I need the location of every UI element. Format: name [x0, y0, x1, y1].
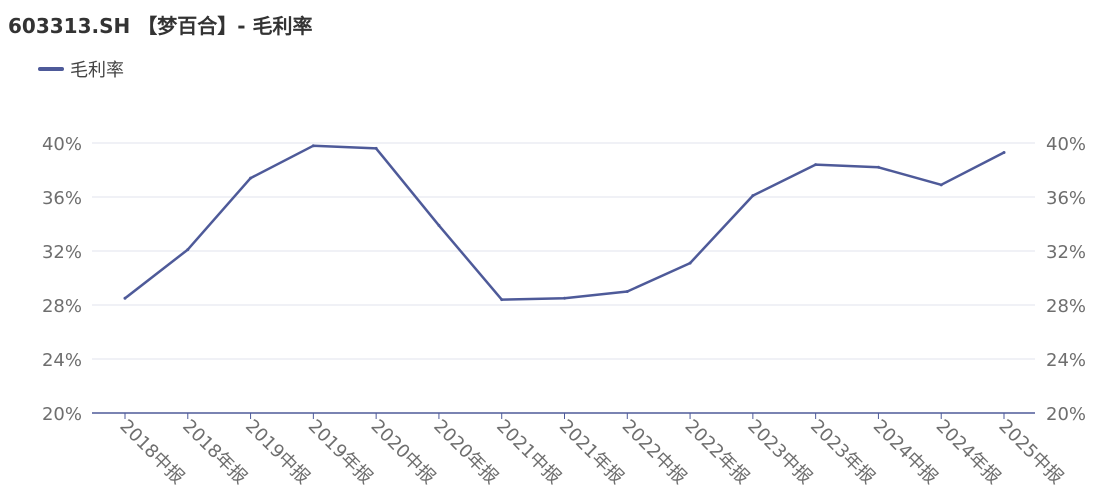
data-point[interactable]: [688, 261, 692, 265]
y-tick-label-right: 40%: [1046, 134, 1086, 155]
y-tick-label-left: 40%: [42, 134, 82, 155]
series-group: [123, 144, 1006, 302]
data-point[interactable]: [939, 183, 943, 187]
x-tick-label: 2024年报: [932, 416, 1005, 489]
legend-swatch: [38, 67, 64, 71]
y-tick-label-right: 20%: [1046, 404, 1086, 425]
data-point[interactable]: [311, 144, 315, 148]
data-point[interactable]: [563, 296, 566, 300]
x-tick-label: 2018年报: [178, 416, 251, 489]
data-point[interactable]: [625, 290, 629, 293]
x-tick-label: 2022年报: [681, 416, 754, 489]
y-tick-label-right: 28%: [1046, 296, 1086, 317]
data-point[interactable]: [374, 146, 378, 150]
data-point[interactable]: [186, 248, 190, 252]
x-tick-label: 2025中报: [994, 416, 1067, 489]
chart-title: 603313.SH 【梦百合】- 毛利率: [8, 14, 313, 38]
data-point[interactable]: [876, 165, 880, 169]
y-tick-label-left: 32%: [42, 242, 82, 263]
series-line[interactable]: [123, 144, 1006, 301]
y-tick-label-left: 28%: [42, 296, 82, 317]
x-tick-label: 2022中报: [618, 416, 691, 489]
data-point[interactable]: [500, 298, 504, 302]
x-tick-label: 2019中报: [241, 416, 314, 489]
y-tick-label-left: 36%: [42, 188, 82, 209]
y-tick-label-right: 36%: [1046, 188, 1086, 209]
left-y-axis: 20% 24% 28% 32% 36% 40%: [42, 134, 82, 425]
data-point[interactable]: [123, 296, 127, 300]
x-tick-label: 2019年报: [304, 416, 377, 489]
x-tick-label: 2023年报: [806, 416, 879, 489]
x-tick-label: 2024中报: [869, 416, 942, 489]
x-tick-label: 2021年报: [555, 416, 628, 489]
x-tick-label: 2018中报: [115, 416, 188, 489]
x-tick-label: 2020中报: [367, 416, 440, 489]
y-tick-label-left: 20%: [42, 404, 82, 425]
legend[interactable]: 毛利率: [38, 56, 124, 82]
right-y-axis: 20% 24% 28% 32% 36% 40%: [1046, 134, 1086, 425]
data-point[interactable]: [249, 176, 253, 180]
data-point[interactable]: [1002, 150, 1006, 154]
x-tick-label: 2021中报: [492, 416, 565, 489]
x-axis: 2018中报2018年报2019中报2019年报2020中报2020年报2021…: [92, 412, 1067, 489]
data-point[interactable]: [437, 223, 441, 227]
legend-label: 毛利率: [70, 60, 124, 81]
data-point[interactable]: [814, 163, 818, 167]
x-tick-label: 2023中报: [743, 416, 816, 489]
data-point[interactable]: [751, 194, 755, 198]
x-tick-label: 2020年报: [429, 416, 502, 489]
y-tick-label-left: 24%: [42, 350, 82, 371]
y-tick-label-right: 32%: [1046, 242, 1086, 263]
gridlines: [92, 142, 1035, 360]
y-tick-label-right: 24%: [1046, 350, 1086, 371]
